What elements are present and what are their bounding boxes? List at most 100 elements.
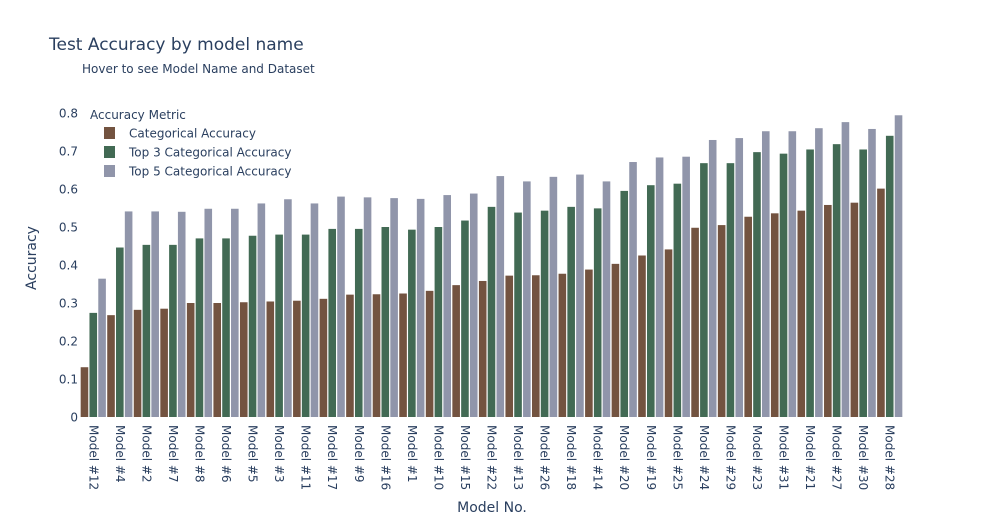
bar[interactable] (133, 309, 142, 417)
bar[interactable] (381, 227, 390, 417)
bar[interactable] (532, 275, 540, 417)
bar[interactable] (266, 301, 275, 417)
legend-label[interactable]: Top 5 Categorical Accuracy (128, 165, 291, 179)
bar[interactable] (593, 208, 602, 417)
bar[interactable] (664, 249, 673, 417)
bar[interactable] (346, 294, 354, 417)
bar[interactable] (116, 247, 124, 417)
bar[interactable] (673, 183, 682, 417)
bar[interactable] (363, 197, 372, 417)
bar[interactable] (452, 285, 460, 417)
bar[interactable] (682, 156, 690, 417)
bar[interactable] (558, 273, 567, 417)
bar[interactable] (142, 244, 151, 417)
bar[interactable] (859, 149, 867, 418)
bar[interactable] (213, 303, 222, 417)
bar[interactable] (186, 303, 195, 417)
bar[interactable] (523, 181, 531, 417)
bar[interactable] (549, 176, 558, 417)
bar[interactable] (284, 199, 292, 417)
bar[interactable] (328, 228, 337, 417)
bar[interactable] (177, 211, 186, 417)
bar[interactable] (841, 122, 850, 418)
bar[interactable] (310, 203, 319, 417)
bar[interactable] (726, 163, 735, 417)
bar[interactable] (894, 115, 903, 417)
bar[interactable] (770, 213, 779, 417)
bar[interactable] (585, 269, 593, 417)
bar[interactable] (700, 163, 708, 417)
legend-label[interactable]: Top 3 Categorical Accuracy (128, 146, 291, 160)
bar[interactable] (487, 206, 496, 417)
bar[interactable] (744, 216, 752, 417)
bar[interactable] (824, 204, 832, 417)
bar[interactable] (98, 278, 106, 417)
bar[interactable] (708, 139, 717, 418)
bar[interactable] (408, 229, 416, 417)
bar[interactable] (80, 367, 89, 417)
bar[interactable] (602, 181, 611, 417)
bar[interactable] (717, 225, 726, 417)
bar[interactable] (877, 188, 885, 417)
legend-swatch[interactable] (104, 127, 115, 139)
bar[interactable] (354, 228, 363, 417)
bar[interactable] (231, 208, 239, 417)
bar[interactable] (646, 185, 655, 417)
bar[interactable] (505, 275, 514, 417)
bar[interactable] (514, 212, 522, 417)
bar[interactable] (567, 206, 575, 417)
bar[interactable] (151, 211, 159, 417)
bar[interactable] (761, 131, 770, 418)
bar[interactable] (885, 135, 894, 418)
bar[interactable] (478, 280, 487, 417)
bar[interactable] (275, 234, 283, 417)
bar[interactable] (399, 293, 407, 418)
bar[interactable] (204, 208, 213, 417)
bar[interactable] (434, 227, 443, 417)
bar[interactable] (248, 235, 257, 417)
legend-swatch[interactable] (104, 146, 115, 158)
bar[interactable] (293, 300, 301, 417)
bar[interactable] (655, 157, 664, 417)
bar[interactable] (461, 220, 469, 417)
bar[interactable] (788, 131, 797, 418)
bar[interactable] (797, 210, 806, 417)
bar[interactable] (638, 255, 646, 418)
bar[interactable] (868, 128, 876, 417)
bar[interactable] (169, 244, 177, 417)
bar[interactable] (469, 193, 478, 417)
bar[interactable] (806, 149, 814, 418)
bar[interactable] (620, 190, 629, 417)
bar[interactable] (124, 211, 133, 417)
bar[interactable] (576, 174, 584, 417)
bar[interactable] (815, 128, 823, 417)
bar[interactable] (735, 138, 744, 417)
bar[interactable] (257, 203, 266, 417)
legend-swatch[interactable] (104, 165, 115, 177)
bar[interactable] (629, 162, 637, 417)
bar[interactable] (753, 152, 761, 417)
bar[interactable] (850, 202, 859, 417)
bar[interactable] (832, 144, 841, 417)
bar[interactable] (239, 302, 248, 417)
bar[interactable] (779, 153, 788, 417)
bar[interactable] (337, 196, 345, 417)
bar[interactable] (443, 195, 451, 417)
legend-label[interactable]: Categorical Accuracy (129, 127, 256, 141)
bar[interactable] (425, 290, 434, 417)
bar[interactable] (195, 238, 204, 417)
bar[interactable] (390, 198, 398, 417)
bar[interactable] (89, 312, 98, 417)
bar[interactable] (107, 315, 115, 417)
bar[interactable] (611, 263, 620, 417)
bar[interactable] (319, 298, 328, 417)
bar[interactable] (301, 234, 310, 417)
bar[interactable] (496, 176, 505, 417)
bar[interactable] (540, 210, 549, 417)
bar[interactable] (691, 227, 699, 417)
bar[interactable] (416, 198, 425, 417)
bar[interactable] (222, 238, 230, 417)
x-tick-label: Model #17 (325, 425, 339, 490)
bar[interactable] (160, 308, 168, 417)
bar[interactable] (372, 294, 381, 417)
